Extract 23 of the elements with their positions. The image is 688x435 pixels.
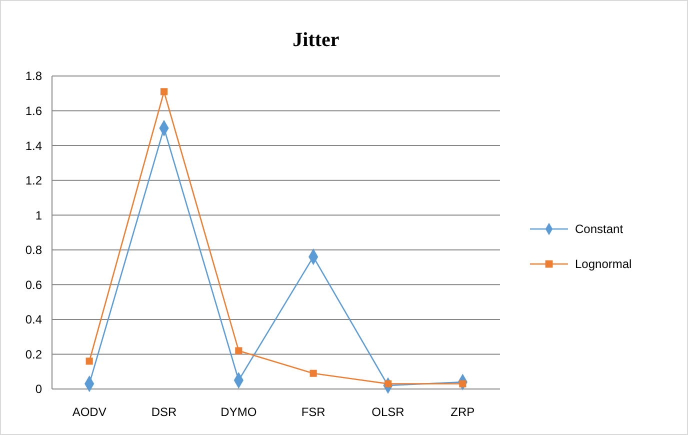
- point: [235, 347, 242, 354]
- point: [86, 358, 93, 365]
- legend-label: Constant: [575, 222, 624, 236]
- y-tick-label: 1.4: [25, 138, 42, 153]
- y-tick-label: 0.6: [25, 278, 42, 292]
- x-tick-label: DSR: [151, 405, 177, 419]
- x-tick-label: DYMO: [220, 405, 257, 419]
- y-tick-label: 0.4: [25, 312, 42, 327]
- x-tick-label: AODV: [72, 405, 106, 419]
- x-tick-label: OLSR: [372, 405, 405, 419]
- point: [160, 88, 168, 96]
- legend-label: Lognormal: [575, 257, 632, 272]
- y-tick-label: 1.8: [25, 69, 42, 84]
- y-tick-label: 0.2: [25, 347, 42, 362]
- y-tick-label: 1.6: [25, 104, 42, 118]
- y-tick-label: 0: [35, 382, 42, 396]
- y-tick-label: 0.8: [25, 243, 42, 258]
- chart-title: Jitter: [292, 29, 340, 51]
- y-tick-label: 1: [35, 208, 42, 222]
- x-tick-label: ZRP: [450, 405, 475, 419]
- y-tick-label: 1.2: [25, 174, 42, 188]
- point: [310, 370, 317, 377]
- x-tick-label: FSR: [301, 405, 326, 419]
